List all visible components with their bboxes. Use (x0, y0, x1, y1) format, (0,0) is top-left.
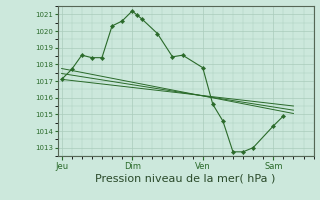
X-axis label: Pression niveau de la mer( hPa ): Pression niveau de la mer( hPa ) (95, 173, 276, 183)
